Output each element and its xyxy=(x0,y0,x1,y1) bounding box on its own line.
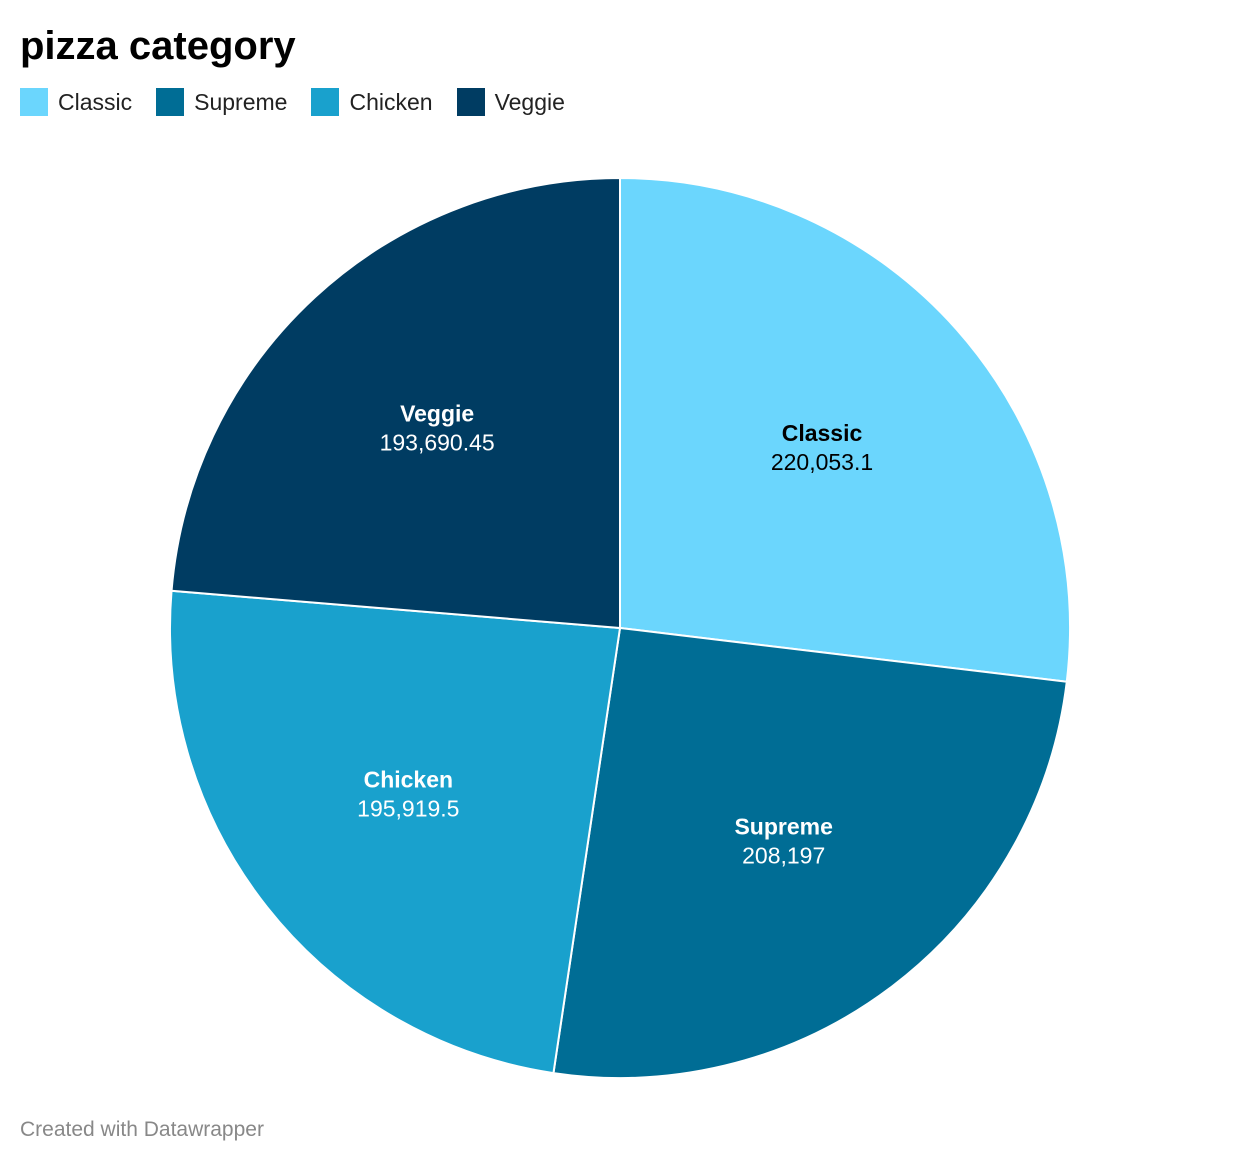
slice-label-veggie: Veggie xyxy=(400,400,474,426)
legend-label-supreme: Supreme xyxy=(194,88,288,115)
pie-slice-supreme xyxy=(552,626,1068,1079)
legend-label-veggie: Veggie xyxy=(494,88,565,115)
legend-label-classic: Classic xyxy=(58,88,133,115)
legend-label-chicken: Chicken xyxy=(349,88,433,115)
slice-value-veggie: 193,690.45 xyxy=(380,429,495,455)
slice-value-chicken: 195,919.5 xyxy=(357,796,459,822)
legend-item-veggie: Veggie xyxy=(456,88,565,116)
slice-label-supreme: Supreme xyxy=(734,814,832,840)
legend-swatch-classic xyxy=(20,88,48,116)
slice-value-classic: 220,053.1 xyxy=(771,449,873,475)
chart-title: pizza category xyxy=(20,24,296,68)
legend-swatch-supreme xyxy=(156,88,185,116)
pie-slice-classic xyxy=(619,176,1071,683)
pie-slice-chicken xyxy=(169,589,622,1075)
legend: Classic Supreme Chicken Veggie xyxy=(20,88,589,116)
legend-item-supreme: Supreme xyxy=(156,88,287,116)
pie-slice-veggie xyxy=(170,176,621,630)
slice-value-supreme: 208,197 xyxy=(742,843,825,869)
legend-item-classic: Classic xyxy=(20,88,132,116)
legend-item-chicken: Chicken xyxy=(311,88,433,116)
legend-swatch-chicken xyxy=(311,88,340,116)
credit-line: Created with Datawrapper xyxy=(20,1118,264,1141)
legend-swatch-veggie xyxy=(456,88,485,116)
slice-label-chicken: Chicken xyxy=(364,767,453,793)
slice-label-classic: Classic xyxy=(782,420,863,446)
